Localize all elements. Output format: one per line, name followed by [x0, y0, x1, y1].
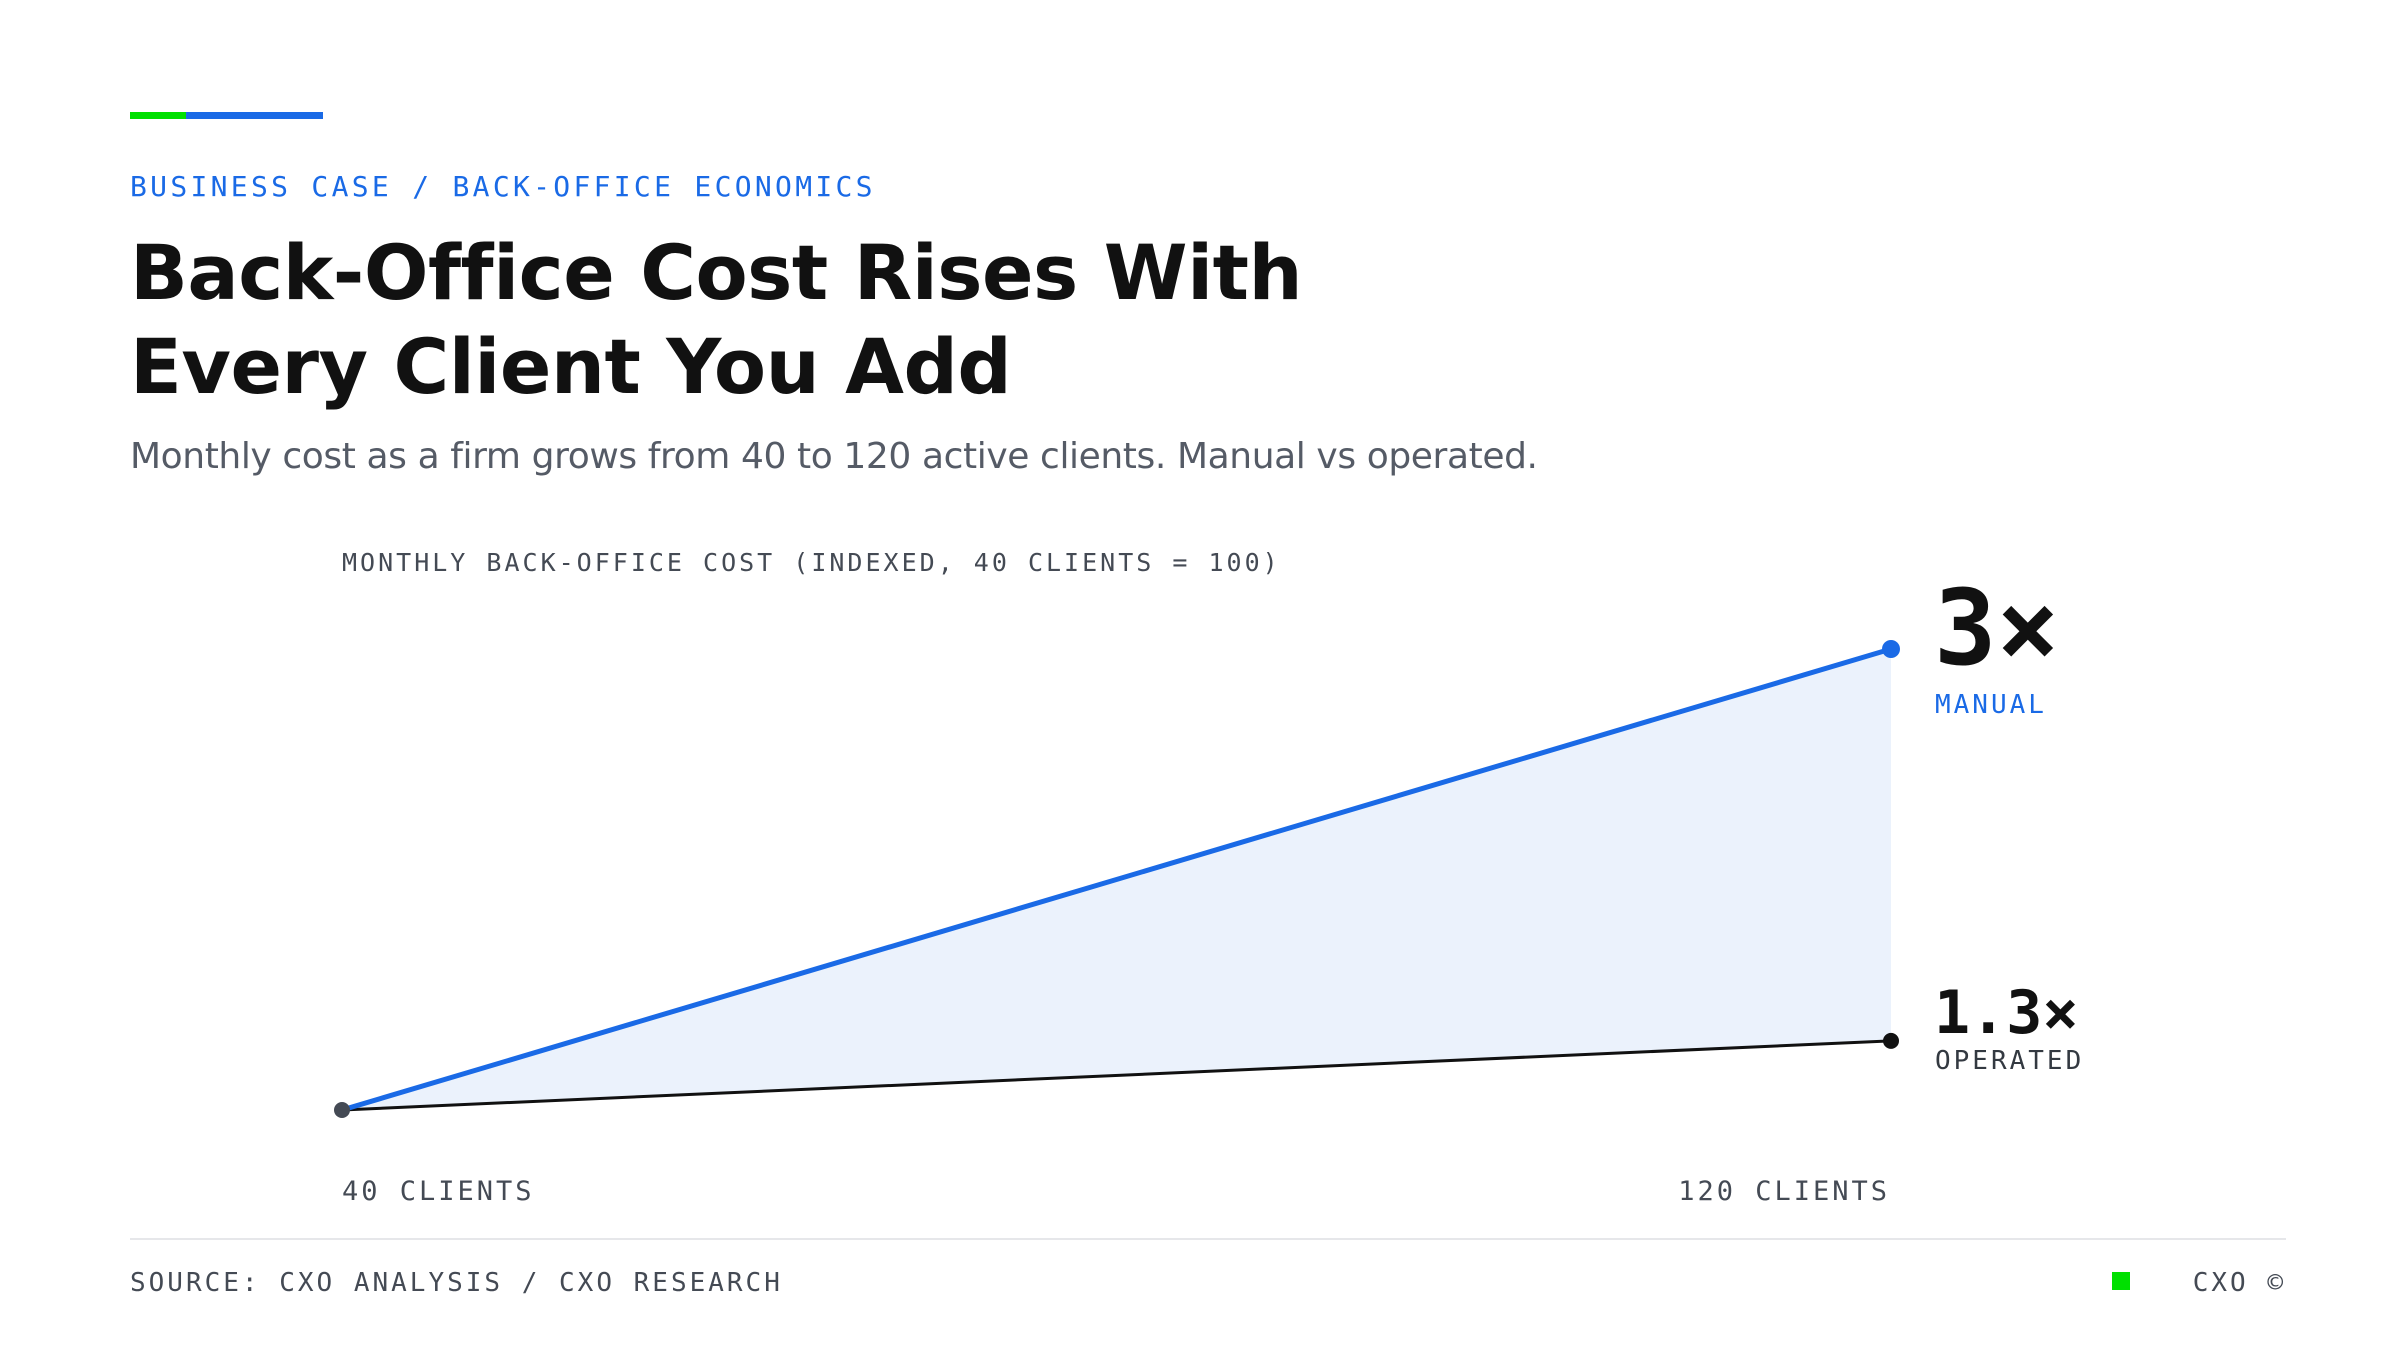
series-line-manual — [341, 646, 1892, 1113]
series-label-manual: MANUAL — [1935, 690, 2047, 720]
start-point — [334, 1102, 350, 1118]
series-line-operated — [341, 1039, 1892, 1112]
x-tick-label-end: 120 CLIENTS — [1678, 1176, 1890, 1207]
end-value-operated: 1.3× — [1934, 978, 2079, 1048]
point-manual-end — [1882, 640, 1900, 658]
x-tick-label-start: 40 CLIENTS — [342, 1176, 535, 1207]
point-operated-end — [1883, 1032, 1899, 1049]
page-subtitle: Monthly cost as a firm grows from 40 to … — [130, 436, 1538, 477]
brand-mark: CXO © — [2192, 1268, 2286, 1298]
footer-divider — [130, 1238, 2286, 1240]
accent-bar-blue — [186, 112, 323, 119]
brand-square-icon — [2112, 1272, 2130, 1290]
page-title: Back-Office Cost Rises With Every Client… — [130, 228, 1303, 411]
end-value-manual: 3× — [1934, 567, 2060, 689]
accent-bar-green — [130, 112, 186, 119]
series-label-operated: OPERATED — [1935, 1046, 2085, 1076]
y-axis-title: MONTHLY BACK-OFFICE COST (INDEXED, 40 CL… — [342, 548, 1281, 577]
source-note: SOURCE: CXO ANALYSIS / CXO RESEARCH — [130, 1268, 783, 1298]
eyebrow-breadcrumb: BUSINESS CASE / BACK-OFFICE ECONOMICS — [130, 170, 876, 203]
